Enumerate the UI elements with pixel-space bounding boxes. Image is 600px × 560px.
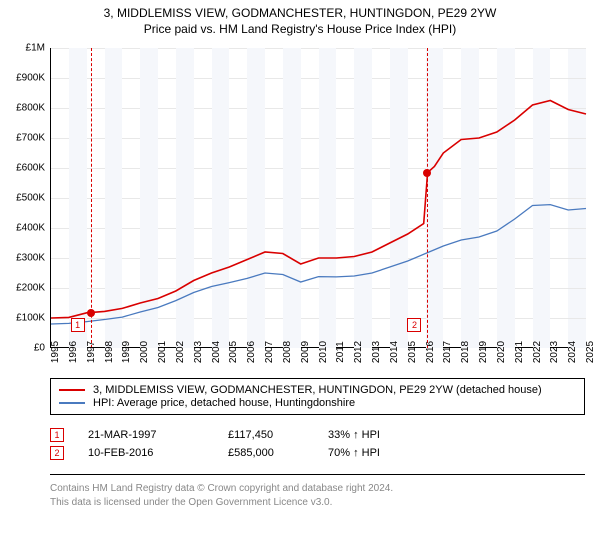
x-tick-label: 2015 <box>407 341 418 363</box>
marker-diff: 33% ↑ HPI <box>328 429 428 441</box>
x-tick-label: 1999 <box>121 341 132 363</box>
marker-box-1: 1 <box>71 318 85 332</box>
x-tick-label: 2009 <box>300 341 311 363</box>
x-tick-label: 1996 <box>68 341 79 363</box>
title-subtitle: Price paid vs. HM Land Registry's House … <box>10 22 590 36</box>
chart-zone: 12 1995199619971998199920002001200220032… <box>50 48 585 368</box>
series-svg <box>51 48 586 348</box>
legend-box: 3, MIDDLEMISS VIEW, GODMANCHESTER, HUNTI… <box>50 378 585 415</box>
chart-container: 3, MIDDLEMISS VIEW, GODMANCHESTER, HUNTI… <box>0 0 600 560</box>
y-tick-label: £700K <box>16 133 45 144</box>
marker-dot-2 <box>423 169 431 177</box>
title-block: 3, MIDDLEMISS VIEW, GODMANCHESTER, HUNTI… <box>0 0 600 38</box>
y-tick-label: £900K <box>16 73 45 84</box>
y-tick-label: £500K <box>16 193 45 204</box>
x-tick-label: 1998 <box>104 341 115 363</box>
footer-line-2: This data is licensed under the Open Gov… <box>50 496 585 510</box>
y-tick-label: £400K <box>16 223 45 234</box>
marker-badge: 1 <box>50 428 64 442</box>
marker-box-2: 2 <box>407 318 421 332</box>
footer-text: Contains HM Land Registry data © Crown c… <box>50 482 585 509</box>
x-tick-label: 2005 <box>228 341 239 363</box>
x-tick-label: 2017 <box>442 341 453 363</box>
marker-price: £585,000 <box>228 447 328 459</box>
x-tick-label: 2020 <box>496 341 507 363</box>
marker-table-row: 1 21-MAR-1997£117,45033% ↑ HPI <box>50 428 585 442</box>
legend-row: HPI: Average price, detached house, Hunt… <box>59 397 576 409</box>
y-tick-label: £100K <box>16 313 45 324</box>
x-tick-label: 2010 <box>318 341 329 363</box>
x-tick-label: 2021 <box>514 341 525 363</box>
legend-swatch <box>59 402 85 404</box>
legend-swatch <box>59 389 85 391</box>
x-tick-label: 2008 <box>282 341 293 363</box>
series-property <box>51 101 586 319</box>
x-tick-label: 2003 <box>193 341 204 363</box>
marker-line-2 <box>427 48 428 348</box>
y-tick-label: £300K <box>16 253 45 264</box>
footer-divider <box>50 474 585 475</box>
x-tick-label: 2012 <box>353 341 364 363</box>
marker-date: 21-MAR-1997 <box>88 429 228 441</box>
y-tick-label: £1M <box>26 43 45 54</box>
legend-label: 3, MIDDLEMISS VIEW, GODMANCHESTER, HUNTI… <box>93 384 542 396</box>
x-tick-label: 2024 <box>567 341 578 363</box>
x-tick-label: 2022 <box>532 341 543 363</box>
x-tick-label: 2018 <box>460 341 471 363</box>
title-address: 3, MIDDLEMISS VIEW, GODMANCHESTER, HUNTI… <box>10 6 590 20</box>
x-tick-label: 2016 <box>425 341 436 363</box>
x-tick-label: 2023 <box>549 341 560 363</box>
y-tick-label: £200K <box>16 283 45 294</box>
marker-diff: 70% ↑ HPI <box>328 447 428 459</box>
marker-table-row: 2 10-FEB-2016£585,00070% ↑ HPI <box>50 446 585 460</box>
marker-table: 1 21-MAR-1997£117,45033% ↑ HPI 2 10-FEB-201… <box>50 424 585 464</box>
x-tick-label: 1995 <box>50 341 61 363</box>
x-tick-label: 1997 <box>86 341 97 363</box>
y-tick-label: £0 <box>34 343 45 354</box>
x-tick-label: 2011 <box>335 341 346 363</box>
plot-area: 12 <box>50 48 585 348</box>
x-tick-label: 2004 <box>211 341 222 363</box>
x-tick-label: 2007 <box>264 341 275 363</box>
x-tick-label: 2013 <box>371 341 382 363</box>
marker-line-1 <box>91 48 92 348</box>
marker-badge: 2 <box>50 446 64 460</box>
marker-price: £117,450 <box>228 429 328 441</box>
x-tick-label: 2019 <box>478 341 489 363</box>
x-tick-label: 2014 <box>389 341 400 363</box>
footer-line-1: Contains HM Land Registry data © Crown c… <box>50 482 585 496</box>
x-tick-label: 2001 <box>157 341 168 363</box>
x-tick-label: 2000 <box>139 341 150 363</box>
x-tick-label: 2006 <box>246 341 257 363</box>
marker-dot-1 <box>87 309 95 317</box>
legend-label: HPI: Average price, detached house, Hunt… <box>93 397 355 409</box>
x-tick-label: 2025 <box>585 341 596 363</box>
y-tick-label: £800K <box>16 103 45 114</box>
y-tick-label: £600K <box>16 163 45 174</box>
legend-row: 3, MIDDLEMISS VIEW, GODMANCHESTER, HUNTI… <box>59 384 576 396</box>
x-tick-label: 2002 <box>175 341 186 363</box>
marker-date: 10-FEB-2016 <box>88 447 228 459</box>
